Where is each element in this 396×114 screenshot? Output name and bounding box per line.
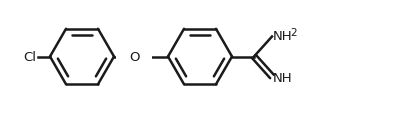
Text: O: O <box>129 51 139 63</box>
Text: Cl: Cl <box>23 51 36 63</box>
Text: NH: NH <box>273 30 293 43</box>
Text: 2: 2 <box>290 28 297 38</box>
Text: NH: NH <box>273 71 293 84</box>
